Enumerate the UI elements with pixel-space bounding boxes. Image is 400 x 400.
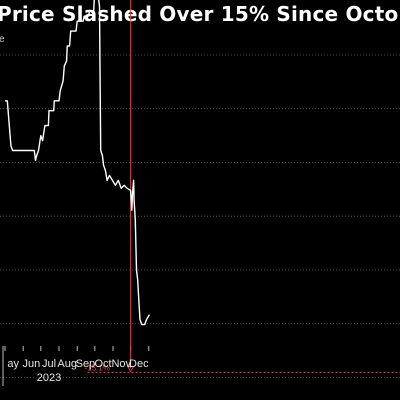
gridlines	[0, 54, 400, 378]
x-tick-label-1: Jun	[23, 358, 41, 370]
x-tick-label-4: Sep	[76, 358, 96, 370]
x-year-label: 2023	[37, 372, 61, 384]
change-annotation: -15.1%	[84, 0, 400, 373]
x-tick-label-2: Jul	[42, 358, 56, 370]
x-tick-label-5: Oct	[94, 358, 111, 370]
chart-subtitle: e	[0, 34, 5, 45]
price-series-line	[5, 0, 151, 326]
chart-title: Price Slashed Over 15% Since Octob	[0, 2, 400, 26]
x-tick-label-3: Aug	[57, 358, 77, 370]
drop-arrow-head	[126, 365, 135, 373]
x-axis-ticks	[2, 346, 150, 386]
x-tick-label-6: Nov	[111, 358, 131, 370]
change-annotation-label: -15.1%	[84, 363, 109, 372]
x-tick-label-7: Dec	[129, 358, 149, 370]
x-tick-label-0: ay	[7, 358, 19, 370]
